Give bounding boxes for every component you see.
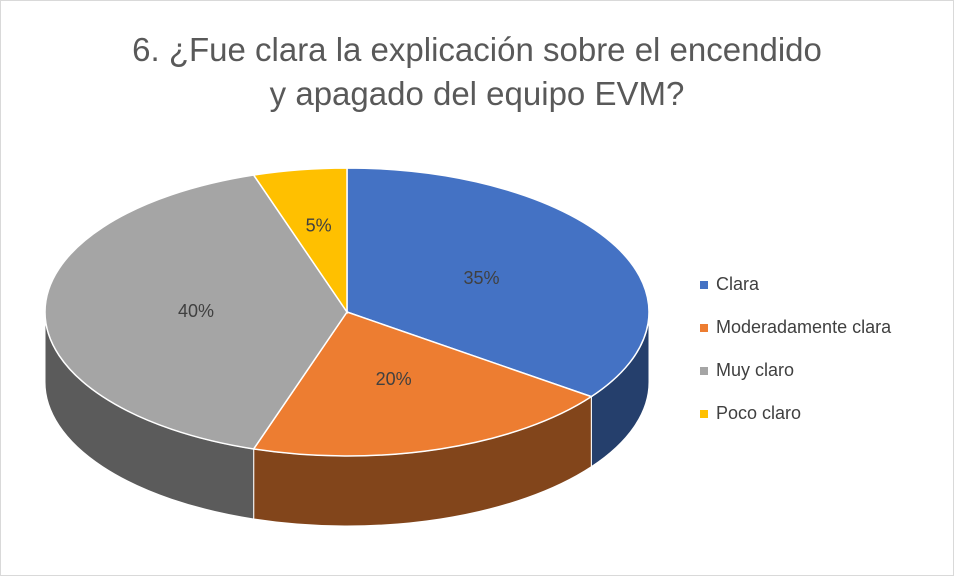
data-label: 35% — [464, 268, 500, 288]
legend-label: Muy claro — [716, 360, 794, 380]
slice — [346, 167, 650, 398]
legend-label: Moderadamente clara — [716, 317, 892, 337]
slice — [44, 174, 348, 450]
legend-label: Clara — [716, 274, 760, 294]
chart-title: 6. ¿Fue clara la explicación sobre el en… — [132, 31, 822, 112]
data-label: 5% — [306, 215, 332, 235]
legend-swatch — [700, 367, 708, 375]
slice — [252, 167, 348, 315]
legend-swatch — [700, 281, 708, 289]
legend-swatch — [700, 324, 708, 332]
slice — [252, 311, 594, 457]
legend-label: Poco claro — [716, 403, 801, 423]
data-label: 20% — [376, 369, 412, 389]
legend-swatch — [700, 410, 708, 418]
data-label: 40% — [178, 301, 214, 321]
